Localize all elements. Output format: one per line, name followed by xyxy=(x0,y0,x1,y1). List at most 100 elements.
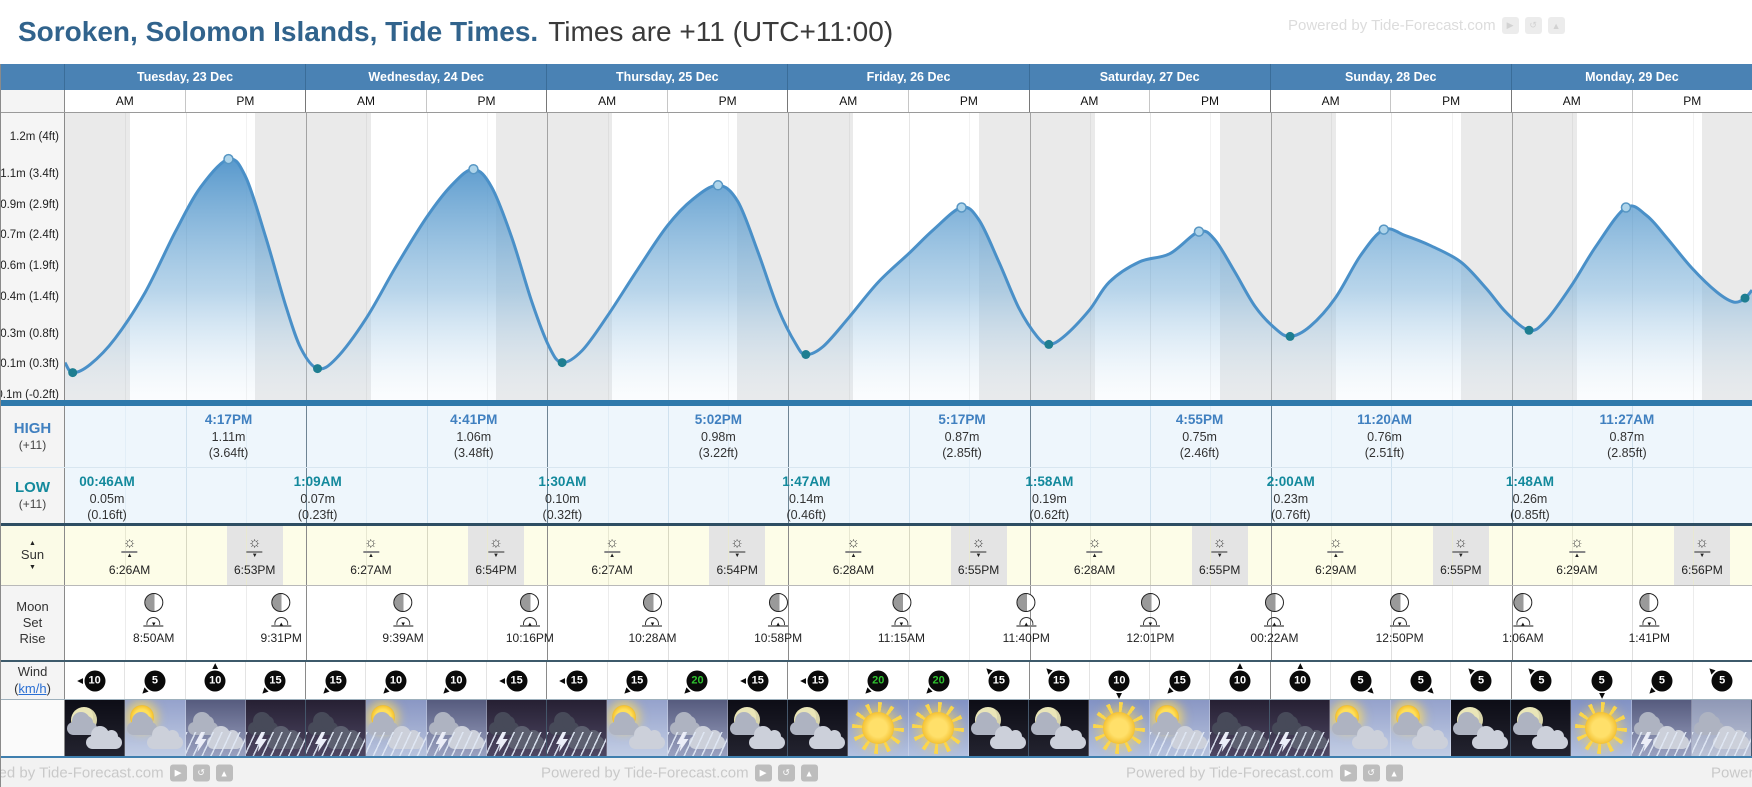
brand-badge-icon-3[interactable]: ▲ xyxy=(1385,764,1403,782)
row-gridline xyxy=(487,406,488,467)
powered-by-footer[interactable]: Powered by Tide-Forecast.com▶↺▲ xyxy=(1711,765,1752,782)
powered-by-footer-text[interactable]: Powered by Tide-Forecast.com xyxy=(1126,764,1334,782)
am-cell: AM xyxy=(1512,90,1633,112)
powered-by-footer-text[interactable]: Powered by Tide-Forecast.com xyxy=(1711,764,1752,782)
moon-rise-time: 11:40PM xyxy=(1002,631,1050,645)
row-gridline xyxy=(1331,586,1332,660)
powered-by-footer-text[interactable]: Powered by Tide-Forecast.com xyxy=(1,764,164,782)
horizon-icon xyxy=(729,551,746,553)
powered-by-top[interactable]: Powered by Tide-Forecast.com ▶ ↺ ▲ xyxy=(1288,17,1565,34)
brand-badge-icon-1[interactable]: ▶ xyxy=(169,764,187,782)
horizon-icon xyxy=(519,625,540,627)
wind-speed-value: 10 xyxy=(385,670,407,691)
brand-badge-icon-2[interactable]: ↺ xyxy=(1524,17,1542,34)
brand-badge-icon-3[interactable]: ▲ xyxy=(215,764,233,782)
row-gridline xyxy=(1451,586,1453,660)
moon-phase-icon xyxy=(891,593,911,612)
rain-icon xyxy=(426,732,486,756)
sunrise-arrow-icon: ▲ xyxy=(1091,553,1098,559)
weather-tile-psun xyxy=(1390,700,1451,756)
row-gridline xyxy=(366,526,368,585)
brand-badge-icon-1[interactable]: ▶ xyxy=(754,764,772,782)
brand-badge-icon-3[interactable]: ▲ xyxy=(1547,17,1565,34)
row-gridline xyxy=(1451,406,1453,467)
weather-tile-night xyxy=(1029,700,1090,756)
arc-icon xyxy=(894,617,909,625)
moon-set-entry: ▾ 1:41PM xyxy=(1629,593,1670,645)
brand-badge-icon-2[interactable]: ↺ xyxy=(1362,764,1380,782)
sun-icon xyxy=(1102,712,1135,744)
moon-phase-icon xyxy=(520,593,540,612)
brand-badge-icon-1[interactable]: ▶ xyxy=(1501,17,1519,34)
row-gridline xyxy=(667,586,669,660)
horizon-icon xyxy=(143,625,164,627)
brand-badge-icon-1[interactable]: ▶ xyxy=(1339,764,1357,782)
high-tide-entry-time: 5:02PM xyxy=(694,412,743,427)
horizon-icon xyxy=(642,625,663,627)
sun-row-label: ▲ Sun ▼ xyxy=(1,526,65,585)
row-gridline xyxy=(1692,406,1694,467)
chart-gridline xyxy=(1029,113,1031,400)
row-gridline xyxy=(547,586,549,660)
cloud-icon xyxy=(308,712,338,735)
arrow-icon: ▴ xyxy=(279,621,283,628)
low-tide-entry-height-m: 0.05m xyxy=(89,491,125,506)
horizon-icon xyxy=(246,551,263,553)
horizon-icon xyxy=(1211,551,1228,553)
moon-set-entry: ▾ 12:01PM xyxy=(1126,593,1174,645)
sunset-arrow-icon: ▼ xyxy=(1457,553,1464,559)
moon-rise-time: 10:58PM xyxy=(754,631,803,645)
weather-tile-sunrain xyxy=(366,700,427,756)
row-gridline xyxy=(306,406,308,467)
low-tide-values: 00:46AM 0.05m (0.16ft) 1:09AM 0.07m (0.23ft) 1… xyxy=(65,468,1752,523)
brand-badge-icon-2[interactable]: ↺ xyxy=(777,764,795,782)
wind-icon: ▲ 15 xyxy=(318,664,353,698)
wind-speed-value: 15 xyxy=(506,670,528,691)
cloud-icon xyxy=(1472,726,1508,749)
powered-by-footer[interactable]: Powered by Tide-Forecast.com ▶ ↺ ▲ xyxy=(541,764,818,782)
day-header-cell: Friday, 26 Dec xyxy=(788,64,1030,90)
arrow-icon: ▾ xyxy=(151,621,156,628)
sun-up-icon[interactable]: ▲ xyxy=(29,540,36,548)
wind-row-label: Wind (km/h) xyxy=(1,662,65,699)
y-axis-tick-label: 0.6m (1.9ft) xyxy=(1,260,59,273)
moon-set-icon: ▾ xyxy=(891,617,912,628)
moon-set-icon: ▾ xyxy=(642,617,663,628)
wind-icon: ▲ 15 xyxy=(1041,663,1076,698)
moon-row: Moon Set Rise ▾ 8:50AM ▴ 9:31PM ▾ 9:39AM ▴ 10:1… xyxy=(1,586,1752,662)
moon-phase-icon xyxy=(1639,593,1659,612)
wind-cell: ▲ 15 xyxy=(547,662,608,699)
day-header-corner xyxy=(1,64,65,90)
wind-unit-link[interactable]: km/h xyxy=(18,680,47,696)
powered-by-top-text[interactable]: Powered by Tide-Forecast.com xyxy=(1288,17,1496,34)
brand-badge-icon-3[interactable]: ▲ xyxy=(800,764,818,782)
cloud-icon xyxy=(1392,712,1423,735)
sunset-shaded-cell xyxy=(226,526,283,585)
row-gridline xyxy=(788,586,790,660)
sunrise-time: 6:28AM xyxy=(1073,563,1116,577)
high-tide-point xyxy=(468,163,479,175)
powered-by-footer[interactable]: Powered by Tide-Forecast.com ▶ ↺ ▲ xyxy=(1,764,233,782)
high-tide-entry-height-m: 0.75m xyxy=(1182,429,1217,444)
powered-by-footer-text[interactable]: Powered by Tide-Forecast.com xyxy=(541,764,749,782)
day-header-cell: Thursday, 25 Dec xyxy=(547,64,789,90)
wind-direction-orbit: ▲ xyxy=(1223,661,1257,698)
cloud-icon xyxy=(1693,712,1724,735)
row-gridline xyxy=(547,406,549,467)
high-tide-entry-time: 4:17PM xyxy=(204,412,253,427)
wind-icon: ▲ 10 xyxy=(439,664,473,698)
brand-badge-icon-2[interactable]: ↺ xyxy=(192,764,210,782)
low-tide-entry-time: 00:46AM xyxy=(79,474,135,489)
row-gridline xyxy=(969,468,971,523)
wind-cell: ▲ 5 xyxy=(1512,662,1573,699)
weather-tile-night xyxy=(727,700,788,756)
pm-cell: PM xyxy=(1683,94,1702,108)
weather-tile-darkstorm xyxy=(245,700,306,756)
row-gridline xyxy=(667,468,669,523)
wind-icon: ▲ 15 xyxy=(798,664,835,698)
row-gridline xyxy=(1511,406,1513,467)
row-gridline xyxy=(1451,526,1453,585)
powered-by-footer[interactable]: Powered by Tide-Forecast.com ▶ ↺ ▲ xyxy=(1126,764,1403,782)
high-tide-point xyxy=(1193,226,1205,237)
sun-down-icon[interactable]: ▼ xyxy=(29,563,36,571)
